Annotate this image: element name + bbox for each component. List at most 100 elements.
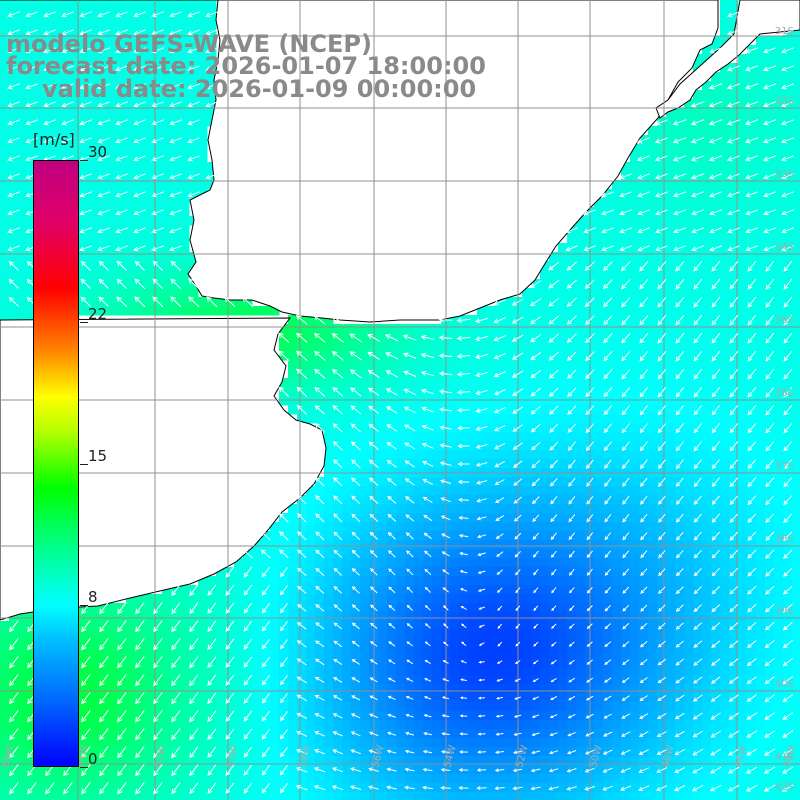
wind-speed-cell	[180, 189, 190, 199]
wind-speed-cell	[639, 432, 649, 442]
wind-speed-cell	[792, 351, 800, 361]
wind-speed-cell	[648, 765, 658, 775]
wind-speed-cell	[162, 36, 172, 46]
wind-speed-cell	[522, 333, 532, 343]
wind-speed-cell	[216, 657, 226, 667]
wind-speed-cell	[486, 369, 496, 379]
wind-speed-cell	[567, 432, 577, 442]
wind-speed-cell	[558, 324, 568, 334]
wind-speed-cell	[351, 504, 361, 514]
wind-speed-cell	[549, 504, 559, 514]
wind-speed-cell	[729, 234, 739, 244]
wind-speed-cell	[360, 576, 370, 586]
wind-speed-cell	[558, 279, 568, 289]
wind-speed-cell	[522, 657, 532, 667]
wind-speed-cell	[162, 711, 172, 721]
wind-speed-cell	[306, 369, 316, 379]
wind-speed-cell	[351, 684, 361, 694]
wind-speed-cell	[153, 216, 163, 226]
wind-speed-cell	[162, 603, 172, 613]
wind-speed-cell	[108, 306, 118, 316]
wind-speed-cell	[0, 108, 10, 118]
wind-speed-cell	[648, 702, 658, 712]
wind-speed-cell	[108, 252, 118, 262]
wind-speed-cell	[684, 495, 694, 505]
wind-speed-cell	[765, 324, 775, 334]
wind-speed-cell	[432, 756, 442, 766]
wind-speed-cell	[0, 90, 10, 100]
wind-speed-cell	[549, 324, 559, 334]
wind-speed-cell	[9, 90, 19, 100]
wind-speed-cell	[405, 558, 415, 568]
wind-speed-cell	[63, 126, 73, 136]
wind-speed-cell	[630, 459, 640, 469]
wind-speed-cell	[90, 603, 100, 613]
wind-speed-cell	[9, 738, 19, 748]
wind-speed-cell	[576, 378, 586, 388]
wind-speed-cell	[396, 432, 406, 442]
wind-speed-cell	[36, 81, 46, 91]
wind-speed-cell	[495, 648, 505, 658]
wind-speed-cell	[315, 666, 325, 676]
wind-speed-cell	[639, 144, 649, 154]
wind-speed-cell	[684, 342, 694, 352]
wind-speed-cell	[18, 288, 28, 298]
wind-speed-cell	[576, 603, 586, 613]
wind-speed-cell	[630, 531, 640, 541]
wind-speed-cell	[378, 459, 388, 469]
wind-speed-cell	[603, 378, 613, 388]
wind-speed-cell	[180, 648, 190, 658]
wind-speed-cell	[495, 378, 505, 388]
wind-speed-cell	[495, 522, 505, 532]
wind-speed-cell	[684, 585, 694, 595]
wind-speed-cell	[306, 648, 316, 658]
wind-speed-cell	[189, 684, 199, 694]
wind-speed-cell	[144, 657, 154, 667]
wind-speed-cell	[396, 531, 406, 541]
wind-speed-cell	[756, 351, 766, 361]
wind-speed-cell	[207, 162, 217, 172]
wind-speed-cell	[36, 36, 46, 46]
wind-speed-cell	[90, 621, 100, 631]
wind-speed-cell	[0, 117, 10, 127]
wind-speed-cell	[171, 126, 181, 136]
wind-speed-cell	[549, 702, 559, 712]
wind-speed-cell	[261, 756, 271, 766]
wind-speed-cell	[558, 666, 568, 676]
wind-speed-cell	[693, 198, 703, 208]
wind-speed-cell	[108, 729, 118, 739]
wind-speed-cell	[684, 603, 694, 613]
wind-speed-cell	[684, 306, 694, 316]
wind-speed-cell	[288, 576, 298, 586]
wind-speed-cell	[0, 144, 10, 154]
wind-speed-cell	[504, 738, 514, 748]
wind-speed-cell	[288, 504, 298, 514]
wind-speed-cell	[351, 720, 361, 730]
wind-speed-cell	[540, 540, 550, 550]
wind-speed-cell	[630, 234, 640, 244]
wind-speed-cell	[630, 342, 640, 352]
wind-speed-cell	[288, 639, 298, 649]
wind-speed-cell	[360, 558, 370, 568]
wind-speed-cell	[693, 234, 703, 244]
wind-speed-cell	[630, 657, 640, 667]
wind-speed-cell	[0, 711, 10, 721]
wind-speed-cell	[783, 756, 793, 766]
wind-speed-cell	[558, 720, 568, 730]
wind-speed-cell	[477, 594, 487, 604]
wind-speed-cell	[378, 450, 388, 460]
wind-speed-cell	[792, 306, 800, 316]
wind-speed-cell	[27, 144, 37, 154]
wind-speed-cell	[360, 324, 370, 334]
wind-speed-cell	[468, 558, 478, 568]
wind-speed-cell	[684, 531, 694, 541]
wind-speed-cell	[657, 396, 667, 406]
wind-speed-cell	[666, 540, 676, 550]
wind-speed-cell	[738, 99, 748, 109]
wind-speed-cell	[720, 270, 730, 280]
wind-speed-cell	[324, 351, 334, 361]
wind-speed-cell	[540, 765, 550, 775]
wind-speed-cell	[180, 279, 190, 289]
wind-speed-cell	[540, 648, 550, 658]
wind-speed-cell	[567, 558, 577, 568]
